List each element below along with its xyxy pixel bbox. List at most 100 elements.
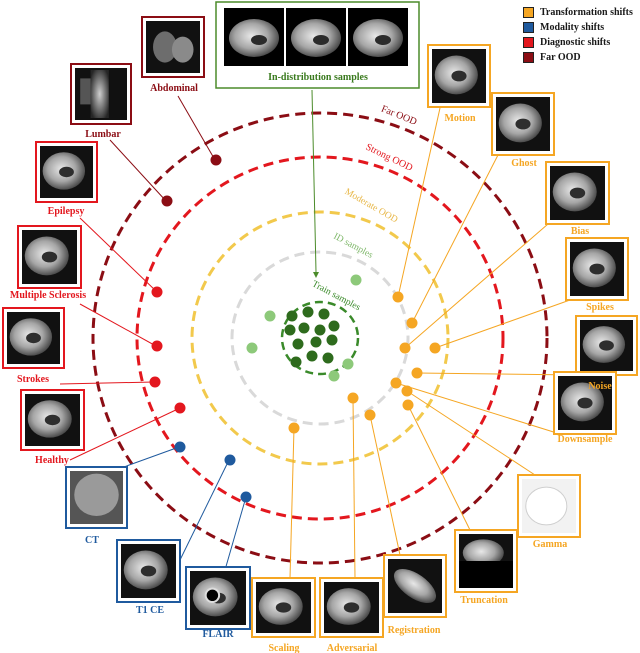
panel-lumbar <box>70 63 132 125</box>
connector-multiple-sclerosis <box>79 303 157 347</box>
panel-downsample <box>553 371 617 435</box>
connector-epilepsy <box>79 217 158 293</box>
ventricle-shape <box>577 397 593 409</box>
connector-scaling <box>289 427 295 579</box>
panel-flair <box>185 566 251 630</box>
ring-moderate-ood <box>190 210 450 466</box>
id-sample-image <box>348 8 408 66</box>
dot-adversarial <box>347 392 359 404</box>
id-sample-dot <box>342 358 354 370</box>
panel-scaling <box>251 577 316 638</box>
legend-swatch-far-ood <box>523 52 534 63</box>
ventricle-shape <box>343 602 360 613</box>
label-ct: CT <box>85 535 99 546</box>
label-motion: Motion <box>444 113 476 124</box>
ventricle-shape <box>599 340 614 351</box>
connector-lumbar <box>109 139 167 202</box>
legend-item-transformation: Transformation shifts <box>523 5 639 20</box>
id-sample-image <box>224 8 284 66</box>
ct-head <box>74 473 119 517</box>
train-sample-dot <box>306 350 318 362</box>
dot-scaling <box>288 422 300 434</box>
connector-truncation <box>407 404 471 531</box>
panel-adversarial <box>319 577 384 638</box>
label-noise: Noise <box>588 381 612 392</box>
dot-epilepsy <box>151 286 163 298</box>
id-sample-dot <box>350 274 362 286</box>
dot-t1-ce <box>224 454 236 466</box>
organ-shape <box>153 31 177 63</box>
label-bias: Bias <box>571 226 589 237</box>
train-sample-dot <box>326 334 338 346</box>
dots-layer <box>149 154 441 503</box>
ventricle-shape <box>569 187 586 199</box>
train-sample-dot <box>298 322 310 334</box>
brain-shape <box>462 539 504 567</box>
panel-motion <box>427 44 491 108</box>
connector-spikes <box>434 299 571 349</box>
ventricle-shape <box>251 35 267 45</box>
train-sample-dot <box>284 324 296 336</box>
ventricle-shape <box>589 263 605 275</box>
id-connector-arrow <box>313 272 319 278</box>
id-connector <box>311 89 317 273</box>
legend-swatch-modality <box>523 22 534 33</box>
label-ghost: Ghost <box>511 158 537 169</box>
panel-gamma <box>517 474 581 538</box>
label-adversarial: Adversarial <box>327 643 378 653</box>
panel-multiple-sclerosis <box>17 225 82 289</box>
organ-shape <box>171 36 194 63</box>
panels-layer: In-distribution samples <box>2 1 638 638</box>
connector-bias <box>404 223 549 349</box>
label-registration: Registration <box>388 625 441 636</box>
ventricle-shape <box>313 35 329 45</box>
dot-motion <box>392 291 404 303</box>
id-sample-dot <box>264 310 276 322</box>
train-sample-dot <box>302 306 314 318</box>
label-spikes: Spikes <box>586 302 614 313</box>
ventricle-shape <box>140 565 157 577</box>
dot-registration <box>364 409 376 421</box>
panel-registration <box>383 554 447 618</box>
dot-spikes <box>429 342 441 354</box>
legend-label: Modality shifts <box>540 22 605 33</box>
connector-downsample <box>395 382 561 435</box>
legend-swatch-diagnostic <box>523 37 534 48</box>
ventricle-shape <box>275 602 292 613</box>
dot-noise <box>411 367 423 379</box>
dot-multiple-sclerosis <box>151 340 163 352</box>
label-healthy: Healthy <box>35 455 69 466</box>
ring-label-id-samples: ID samples <box>332 232 375 261</box>
train-sample-dot <box>322 352 334 364</box>
ventricle-shape <box>26 332 41 344</box>
panel-epilepsy <box>35 141 98 203</box>
label-truncation: Truncation <box>460 595 508 606</box>
connector-adversarial <box>352 397 356 579</box>
panel-strokes <box>2 307 65 369</box>
ring-label-far-ood: Far OOD <box>379 104 418 128</box>
legend: Transformation shifts Modality shifts Di… <box>523 5 639 65</box>
lesion-shape <box>204 587 221 604</box>
panel-spikes <box>565 237 629 301</box>
legend-label: Far OOD <box>540 52 581 63</box>
ventricle-shape <box>375 35 391 45</box>
brain-shape <box>525 486 568 526</box>
panel-ghost <box>491 92 555 156</box>
connector-strokes <box>59 381 155 385</box>
connector-motion <box>397 107 441 298</box>
tissue-shape <box>80 78 91 105</box>
spine-shape <box>90 70 109 118</box>
ring-strong-ood <box>135 155 505 521</box>
label-epilepsy: Epilepsy <box>48 206 85 217</box>
dot-flair <box>240 491 252 503</box>
ring-far-ood <box>91 111 549 565</box>
train-sample-dot <box>310 336 322 348</box>
dot-bias <box>399 342 411 354</box>
connector-t1-ce <box>179 459 230 561</box>
connector-gamma <box>406 390 536 476</box>
id-sample-dot <box>328 370 340 382</box>
brain-shape <box>393 569 437 603</box>
connector-registration <box>369 414 401 556</box>
connectors-layer <box>59 89 577 579</box>
ventricle-shape <box>59 166 74 178</box>
